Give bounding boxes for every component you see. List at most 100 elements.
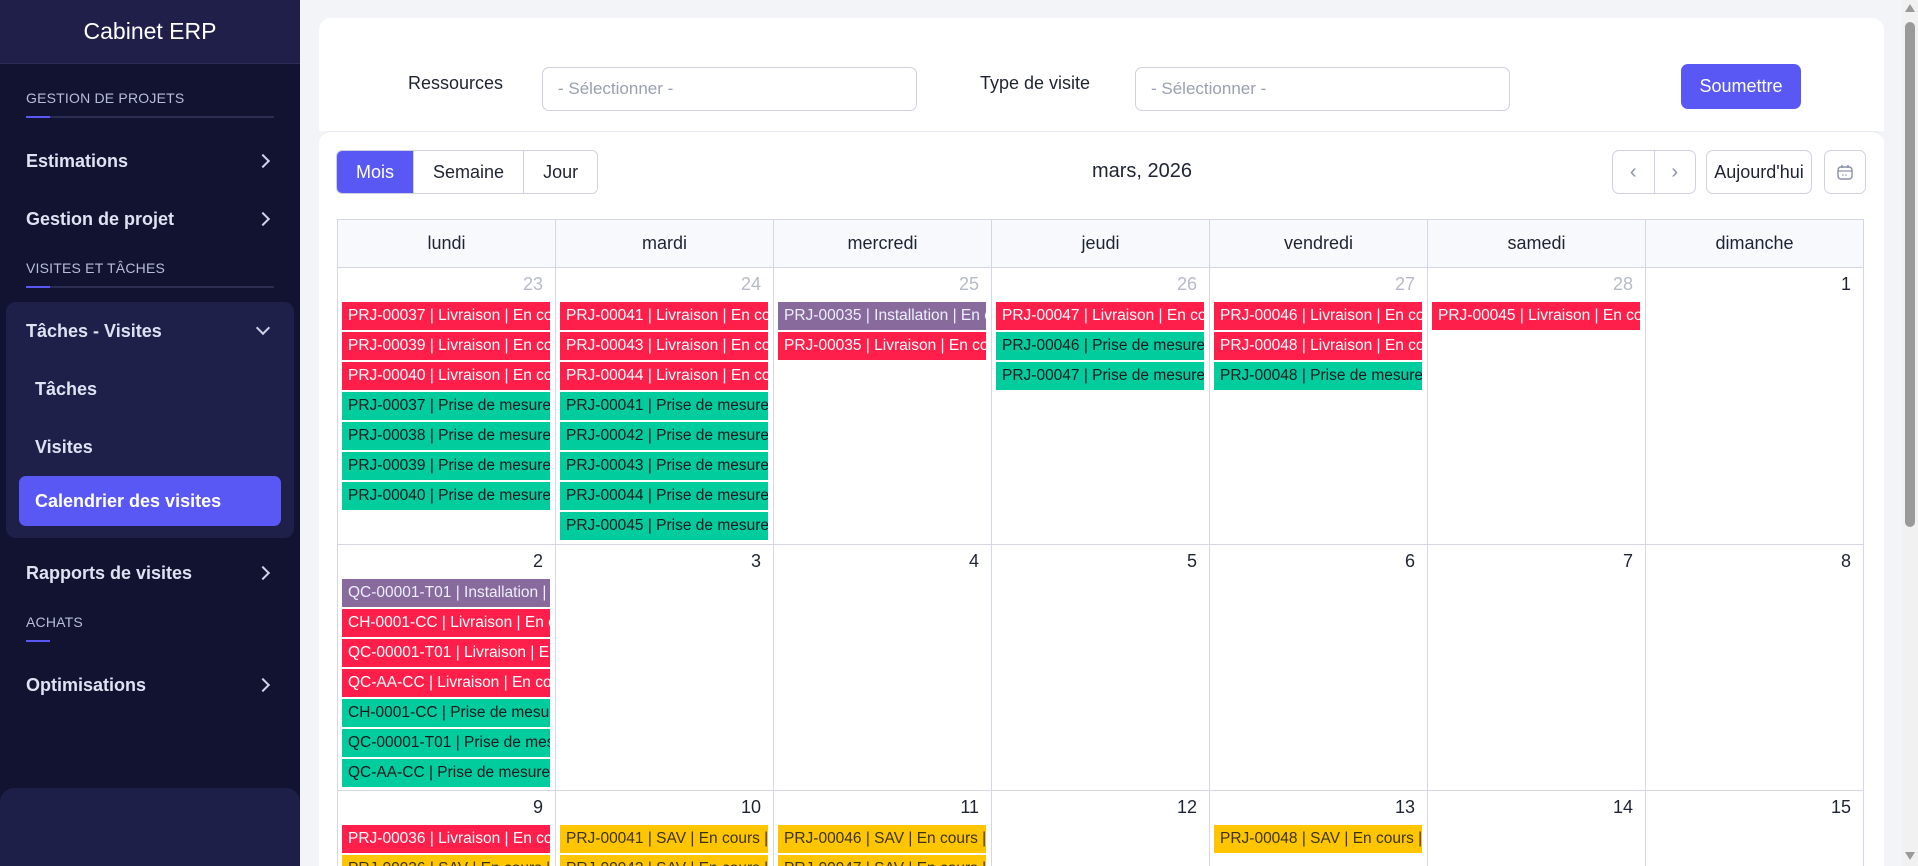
sidebar-item-taches-visites[interactable]: Tâches - Visites [6, 302, 294, 360]
calendar-event[interactable]: PRJ-00043 | Livraison | En cours [560, 332, 768, 360]
calendar-event[interactable]: PRJ-00036 | Livraison | En cours [342, 825, 550, 853]
calendar-event[interactable]: PRJ-00039 | Prise de mesure [342, 452, 550, 480]
day-cell[interactable]: 14 [1428, 791, 1646, 866]
sidebar-item-estimations[interactable]: Estimations [0, 132, 300, 190]
calendar-event[interactable]: PRJ-00036 | SAV | En cours | [342, 855, 550, 866]
view-week-button[interactable]: Semaine [414, 151, 525, 193]
day-number[interactable]: 6 [1404, 551, 1415, 571]
calendar-event[interactable]: PRJ-00045 | Prise de mesure [560, 512, 768, 540]
day-cell[interactable]: 5 [992, 545, 1210, 791]
scroll-down-arrow-icon[interactable] [1905, 852, 1915, 860]
day-cell[interactable]: 6 [1210, 545, 1428, 791]
day-cell[interactable]: 25 PRJ-00035 | Installation | En coursPRJ… [774, 268, 992, 545]
day-number[interactable]: 1 [1840, 274, 1851, 294]
scroll-up-arrow-icon[interactable] [1905, 4, 1915, 12]
sidebar-item-visites[interactable]: Visites [35, 436, 93, 457]
day-cell[interactable]: 9 PRJ-00036 | Livraison | En cours PRJ-000… [338, 791, 556, 866]
day-number[interactable]: 10 [740, 797, 761, 817]
sidebar-item-taches[interactable]: Tâches [35, 378, 98, 399]
day-number[interactable]: 24 [740, 274, 761, 294]
calendar-event[interactable]: PRJ-00045 | Livraison | En cours [1432, 302, 1640, 330]
calendar-event[interactable]: PRJ-00037 | Prise de mesure [342, 392, 550, 420]
day-number[interactable]: 27 [1394, 274, 1415, 294]
day-number[interactable]: 3 [750, 551, 761, 571]
calendar-event[interactable]: CH-0001-CC | Livraison | En cours [342, 609, 550, 637]
calendar-event[interactable]: PRJ-00046 | Prise de mesure [996, 332, 1204, 360]
day-cell[interactable]: 12 [992, 791, 1210, 866]
calendar-event[interactable]: PRJ-00044 | Livraison | En cours [560, 362, 768, 390]
calendar-event[interactable]: PRJ-00042 | SAV | En cours | [560, 855, 768, 866]
calendar-event[interactable]: PRJ-00048 | Livraison | En cours [1214, 332, 1422, 360]
calendar-event[interactable]: PRJ-00048 | SAV | En cours | [1214, 825, 1422, 853]
day-number[interactable]: 14 [1612, 797, 1633, 817]
calendar-event[interactable]: PRJ-00037 | Livraison | En cours [342, 302, 550, 330]
calendar-event[interactable]: PRJ-00041 | Prise de mesure [560, 392, 768, 420]
sidebar-item-calendrier-des-visites[interactable]: Calendrier des visites [19, 476, 281, 526]
day-cell[interactable]: 8 [1646, 545, 1864, 791]
day-number[interactable]: 25 [958, 274, 979, 294]
day-cell[interactable]: 4 [774, 545, 992, 791]
calendar-event[interactable]: QC-00001-T01 | Installation | En cours [342, 579, 550, 607]
sidebar-item-optimisations[interactable]: Optimisations [0, 656, 300, 714]
calendar-event[interactable]: QC-00001-T01 | Prise de mesure [342, 729, 550, 757]
calendar-event[interactable]: PRJ-00041 | Livraison | En cours [560, 302, 768, 330]
day-cell[interactable]: 28 PRJ-00045 | Livraison | En cours [1428, 268, 1646, 545]
calendar-event[interactable]: PRJ-00046 | Livraison | En cours [1214, 302, 1422, 330]
calendar-event[interactable]: PRJ-00040 | Prise de mesure [342, 482, 550, 510]
submit-button[interactable]: Soumettre [1681, 64, 1801, 109]
calendar-event[interactable]: PRJ-00042 | Prise de mesure [560, 422, 768, 450]
day-number[interactable]: 15 [1830, 797, 1851, 817]
visit-type-select[interactable]: - Sélectionner - [1135, 67, 1510, 111]
day-cell[interactable]: 3 [556, 545, 774, 791]
calendar-event[interactable]: QC-AA-CC | Prise de mesure [342, 759, 550, 787]
next-month-button[interactable]: › [1655, 151, 1696, 193]
prev-month-button[interactable]: ‹ [1613, 151, 1655, 193]
calendar-event[interactable]: PRJ-00047 | Prise de mesure [996, 362, 1204, 390]
page-scrollbar[interactable] [1902, 0, 1918, 866]
sidebar-item-gestion-de-projet[interactable]: Gestion de projet [0, 190, 300, 248]
day-cell[interactable]: 11 PRJ-00046 | SAV | En cours | PRJ-00047 … [774, 791, 992, 866]
day-number[interactable]: 7 [1622, 551, 1633, 571]
calendar-event[interactable]: PRJ-00038 | Prise de mesure [342, 422, 550, 450]
calendar-event[interactable]: PRJ-00035 | Livraison | En cours [778, 332, 986, 360]
date-picker-button[interactable] [1824, 150, 1866, 194]
day-cell[interactable]: 1 [1646, 268, 1864, 545]
calendar-event[interactable]: CH-0001-CC | Prise de mesure [342, 699, 550, 727]
calendar-event[interactable]: PRJ-00040 | Livraison | En cours [342, 362, 550, 390]
day-number[interactable]: 26 [1176, 274, 1197, 294]
calendar-event[interactable]: PRJ-00043 | Prise de mesure [560, 452, 768, 480]
calendar-event[interactable]: PRJ-00048 | Prise de mesure [1214, 362, 1422, 390]
day-cell[interactable]: 10 PRJ-00041 | SAV | En cours | PRJ-00042 … [556, 791, 774, 866]
today-button[interactable]: Aujourd'hui [1706, 150, 1812, 194]
calendar-event[interactable]: QC-00001-T01 | Livraison | En cours [342, 639, 550, 667]
day-cell[interactable]: 7 [1428, 545, 1646, 791]
day-cell[interactable]: 15 [1646, 791, 1864, 866]
day-number[interactable]: 11 [960, 797, 979, 817]
day-cell[interactable]: 2QC-00001-T01 | Installation | En coursC… [338, 545, 556, 791]
calendar-event[interactable]: PRJ-00046 | SAV | En cours | [778, 825, 986, 853]
day-number[interactable]: 8 [1840, 551, 1851, 571]
calendar-event[interactable]: PRJ-00047 | Livraison | En cours [996, 302, 1204, 330]
calendar-event[interactable]: PRJ-00047 | SAV | En cours | [778, 855, 986, 866]
day-number[interactable]: 5 [1186, 551, 1197, 571]
calendar-event[interactable]: PRJ-00039 | Livraison | En cours [342, 332, 550, 360]
day-cell[interactable]: 13 PRJ-00048 | SAV | En cours | [1210, 791, 1428, 866]
resources-select[interactable]: - Sélectionner - [542, 67, 917, 111]
day-number[interactable]: 13 [1394, 797, 1415, 817]
day-number[interactable]: 12 [1176, 797, 1197, 817]
day-number[interactable]: 28 [1612, 274, 1633, 294]
calendar-event[interactable]: QC-AA-CC | Livraison | En cours [342, 669, 550, 697]
day-number[interactable]: 4 [968, 551, 979, 571]
day-number[interactable]: 2 [532, 551, 543, 571]
calendar-event[interactable]: PRJ-00035 | Installation | En cours [778, 302, 986, 330]
scroll-thumb[interactable] [1905, 22, 1915, 527]
calendar-event[interactable]: PRJ-00041 | SAV | En cours | [560, 825, 768, 853]
sidebar-item-rapports-de-visites[interactable]: Rapports de visites [0, 544, 300, 602]
view-day-button[interactable]: Jour [524, 151, 598, 193]
day-number[interactable]: 9 [532, 797, 543, 817]
view-month-button[interactable]: Mois [337, 151, 415, 193]
